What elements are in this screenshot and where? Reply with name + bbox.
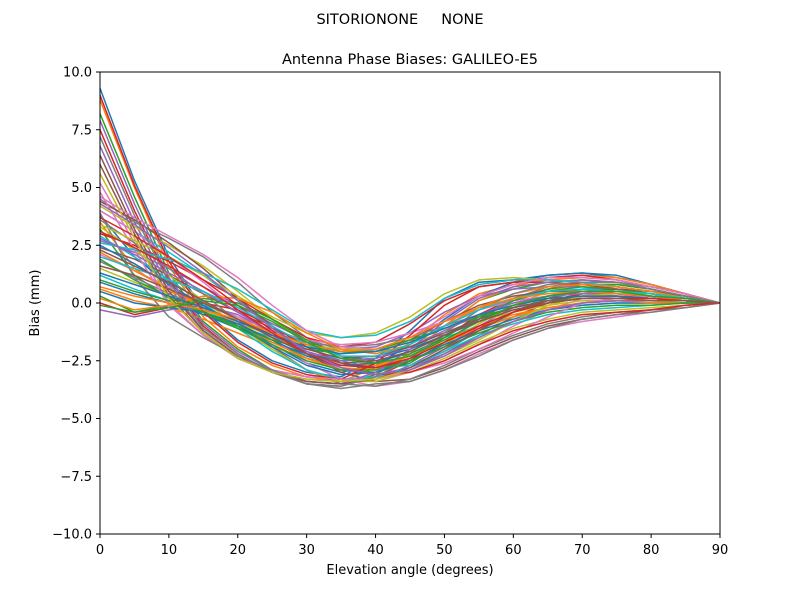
x-axis-ticks: 0 10 20 30 40 50 60 70 80 90 [96, 534, 728, 558]
y-axis-label: Bias (mm) [28, 270, 43, 337]
y-tick-label: −2.5 [60, 354, 92, 369]
x-tick-label: 70 [574, 543, 591, 558]
x-tick-label: 30 [298, 543, 315, 558]
x-tick-label: 20 [230, 543, 247, 558]
y-tick-label: −5.0 [60, 412, 92, 427]
series-line-36 [99, 154, 721, 385]
y-tick-label: −10.0 [52, 528, 92, 543]
y-tick-label: 2.5 [71, 239, 92, 254]
x-tick-label: 60 [505, 543, 522, 558]
y-tick-label: 0.0 [71, 297, 92, 312]
x-tick-label: 50 [436, 543, 453, 558]
x-tick-label: 10 [161, 543, 178, 558]
x-tick-label: 40 [367, 543, 384, 558]
series-line-51 [99, 272, 721, 355]
x-axis-label: Elevation angle (degrees) [326, 563, 493, 578]
y-tick-label: 10.0 [63, 66, 92, 81]
series-line-38 [99, 212, 721, 390]
y-tick-label: 7.5 [71, 123, 92, 138]
y-tick-label: −7.5 [60, 470, 92, 485]
series-line-4 [99, 129, 721, 387]
series-line-44 [99, 216, 721, 376]
figure-suptitle: SITORIONONE NONE [316, 12, 483, 28]
chart-title: Antenna Phase Biases: GALILEO-E5 [282, 52, 538, 68]
y-axis-ticks: −10.0 −7.5 −5.0 −2.5 0.0 2.5 5.0 7.5 10.0 [52, 66, 100, 543]
x-tick-label: 80 [643, 543, 660, 558]
y-tick-label: 5.0 [71, 181, 92, 196]
x-tick-label: 0 [96, 543, 104, 558]
series-line-56 [99, 249, 721, 364]
x-tick-label: 90 [712, 543, 729, 558]
series-line-52 [99, 286, 721, 353]
series-layer [99, 87, 721, 390]
series-line-55 [99, 203, 721, 376]
series-line-34 [99, 94, 721, 380]
